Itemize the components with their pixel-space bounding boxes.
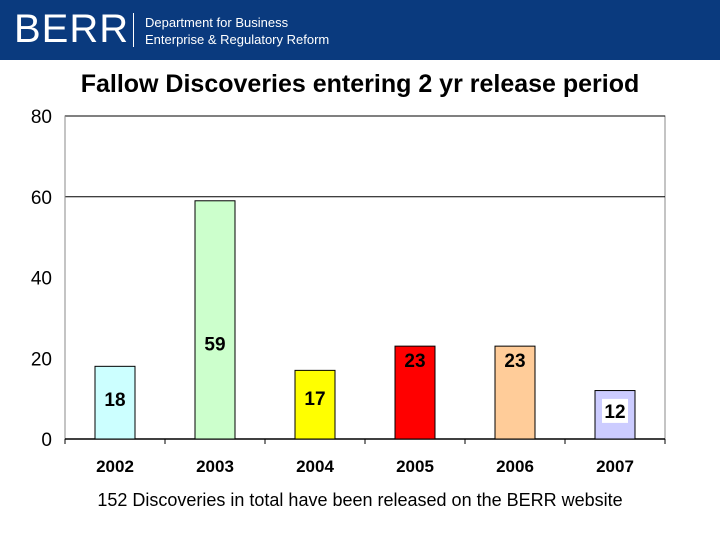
y-tick-label-80: 80 — [31, 107, 52, 128]
bar-2006 — [494, 345, 536, 440]
data-label-2003: 59 — [204, 335, 225, 356]
bar-2004 — [294, 369, 336, 440]
data-label-2002: 18 — [104, 390, 125, 411]
bar-2005 — [394, 345, 436, 440]
x-tick-label-2003: 2003 — [196, 457, 234, 476]
data-label-bg-2007 — [602, 398, 628, 423]
y-tick-label-20: 20 — [31, 349, 52, 370]
logo-divider — [133, 13, 134, 47]
department-name: Department for Business Enterprise & Reg… — [145, 14, 329, 48]
y-tick-label-0: 0 — [41, 430, 52, 451]
berr-logo: BERR — [14, 7, 130, 51]
x-tick-label-2002: 2002 — [96, 457, 134, 476]
plot-area — [64, 115, 666, 440]
department-line-2: Enterprise & Regulatory Reform — [145, 32, 330, 47]
y-tick-label-40: 40 — [31, 269, 52, 290]
chart-title: Fallow Discoveries entering 2 yr release… — [80, 70, 640, 98]
bar-2002 — [94, 365, 136, 440]
x-tick-label-2005: 2005 — [396, 457, 434, 476]
x-tick-label-2007: 2007 — [596, 457, 634, 476]
footer-note: 152 Discoveries in total have been relea… — [97, 490, 623, 510]
bar-2003 — [194, 200, 236, 440]
x-tick-label-2004: 2004 — [296, 457, 334, 476]
header-bar: BERR Department for Business Enterprise … — [0, 0, 720, 60]
data-label-2007: 12 — [604, 402, 625, 423]
data-label-2006: 23 — [504, 351, 525, 372]
data-label-2004: 17 — [304, 389, 325, 410]
department-line-1: Department for Business — [145, 15, 289, 30]
y-tick-label-60: 60 — [31, 188, 52, 209]
bar-2007 — [594, 390, 636, 440]
x-tick-label-2006: 2006 — [496, 457, 534, 476]
data-label-2005: 23 — [404, 351, 425, 372]
